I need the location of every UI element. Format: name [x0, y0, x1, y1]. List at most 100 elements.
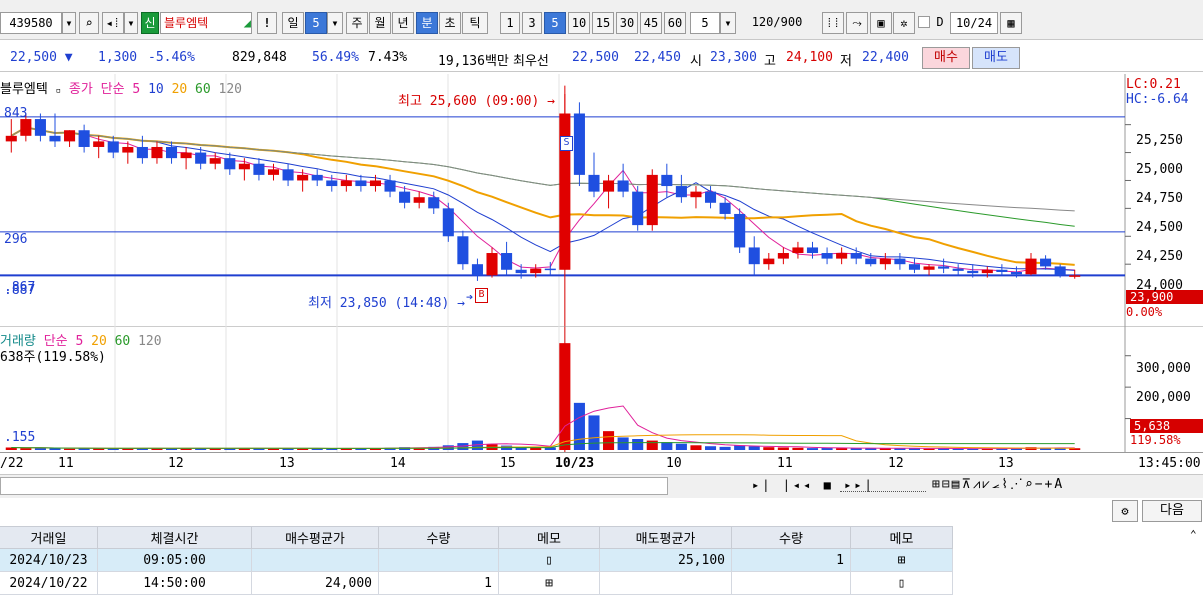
volume-bar — [938, 448, 950, 450]
window-icon[interactable]: ⊟ — [941, 477, 952, 492]
col-exec-time[interactable]: 체결시간 — [97, 526, 252, 549]
line-draw-icon[interactable]: ⤳ — [846, 12, 868, 34]
zoom-icon[interactable]: ⌕ — [1024, 477, 1035, 492]
minute-option-5[interactable]: 5 — [544, 12, 566, 34]
candle — [326, 180, 338, 187]
search-icon[interactable]: ⌕ — [79, 12, 99, 34]
zoom-slider[interactable] — [840, 478, 926, 492]
stock-name-field[interactable]: 블루엠텍 ◢ — [160, 12, 252, 34]
period-tab-tick[interactable]: 틱 — [462, 12, 488, 34]
horizontal-scrollbar[interactable] — [0, 477, 668, 495]
minute-option-30[interactable]: 30 — [616, 12, 638, 34]
speaker-dropdown-button[interactable]: ▾ — [124, 12, 138, 34]
volume-bar — [908, 448, 921, 450]
plus-icon[interactable]: + — [1044, 477, 1055, 492]
speaker-icon[interactable]: ◂⁞ — [102, 12, 124, 34]
day-n-dropdown[interactable]: ▾ — [327, 12, 343, 34]
sell-marker[interactable]: S — [560, 136, 573, 151]
table-row[interactable]: 2024/10/22 14:50:00 24,000 1 ⊞ ▯ — [0, 571, 953, 595]
memo-icon[interactable]: ▯ — [498, 548, 600, 572]
col-sell-qty[interactable]: 수량 — [731, 526, 851, 549]
minute-option-15[interactable]: 15 — [592, 12, 614, 34]
scroll-up-icon[interactable]: ⌃ — [1190, 528, 1197, 541]
vol-ma60-legend: 60 — [114, 334, 131, 349]
col-trade-date[interactable]: 거래일 — [0, 526, 98, 549]
interval-dropdown[interactable]: ▾ — [720, 12, 736, 34]
trend-icon[interactable]: ⩗ — [982, 477, 992, 492]
candle — [486, 253, 498, 276]
gear-icon[interactable]: ⚙ — [1112, 500, 1138, 522]
code-dropdown-button[interactable]: ▾ — [62, 12, 76, 34]
candle — [1010, 272, 1022, 275]
period-tab-day[interactable]: 일 — [282, 12, 304, 34]
col-sell-memo[interactable]: 메모 — [850, 526, 953, 549]
text-tool-icon[interactable]: A — [1054, 477, 1065, 492]
candle-toggle-icon[interactable]: ⁞⁞ — [822, 12, 844, 34]
date-input[interactable]: 10/24 — [950, 12, 998, 34]
count-field[interactable]: 120/900 — [742, 12, 812, 34]
stop-icon[interactable]: ■ — [823, 478, 834, 492]
volume-bar — [763, 447, 775, 450]
table-row[interactable]: 2024/10/23 09:05:00 ▯ 25,100 1 ⊞ — [0, 548, 953, 572]
fan-icon[interactable]: ⋰ — [1009, 477, 1025, 492]
date-checkbox[interactable] — [918, 16, 930, 28]
minute-option-45[interactable]: 45 — [640, 12, 662, 34]
candle — [923, 266, 935, 270]
alert-button[interactable]: ! — [257, 12, 277, 34]
open-price: 23,300 — [710, 50, 757, 65]
rewind-icon[interactable]: |◂◂ — [782, 478, 814, 492]
ma120-line — [11, 126, 1075, 212]
save-icon[interactable]: ▣ — [870, 12, 892, 34]
ma60-legend: 60 — [195, 82, 211, 97]
interval-select[interactable]: 5 — [690, 12, 720, 34]
sell-button[interactable]: 매도 — [972, 47, 1020, 69]
memo-icon[interactable]: ▯ — [850, 571, 953, 595]
candle — [530, 268, 542, 274]
buy-button[interactable]: 매수 — [922, 47, 970, 69]
grid-icon[interactable]: ⊞ — [932, 477, 942, 492]
gear-icon[interactable]: ✲ — [893, 12, 915, 34]
fib-icon[interactable]: ⊼ — [961, 477, 973, 492]
pattern-icon[interactable]: ⌇ — [1001, 477, 1010, 492]
stock-code-input[interactable]: 439580 — [0, 12, 62, 34]
candle — [559, 113, 571, 270]
minute-option-60[interactable]: 60 — [664, 12, 686, 34]
candle — [632, 191, 644, 226]
memo-add-icon[interactable]: ⊞ — [850, 548, 953, 572]
candle — [413, 197, 425, 203]
candle — [457, 236, 469, 265]
volume-chart[interactable] — [0, 326, 1203, 452]
calendar-icon[interactable]: ▦ — [1000, 12, 1022, 34]
minute-option-1[interactable]: 1 — [500, 12, 520, 34]
period-tab-week[interactable]: 주 — [346, 12, 368, 34]
minus-icon[interactable]: − — [1034, 477, 1045, 492]
period-tab-month[interactable]: 월 — [369, 12, 391, 34]
period-tab-day-n[interactable]: 5 — [305, 12, 327, 34]
period-tab-minute[interactable]: 분 — [416, 12, 438, 34]
memo-add-icon[interactable]: ⊞ — [498, 571, 600, 595]
high-label: 고 — [764, 54, 776, 69]
col-buy-avg[interactable]: 매수평균가 — [251, 526, 379, 549]
next-button[interactable]: 다음 — [1142, 500, 1202, 522]
period-tab-second[interactable]: 초 — [439, 12, 461, 34]
angle-icon[interactable]: ⦟ — [991, 477, 1002, 492]
col-buy-qty[interactable]: 수량 — [378, 526, 499, 549]
candle — [879, 258, 891, 265]
candle — [151, 146, 163, 159]
step-forward-icon[interactable]: ▸| — [752, 478, 773, 492]
playback-controls[interactable]: ▸| |◂◂ ■ ▸▸| — [752, 478, 875, 492]
minute-option-3[interactable]: 3 — [522, 12, 542, 34]
hatch-icon[interactable]: ▤ — [951, 477, 962, 492]
candle — [78, 130, 90, 147]
period-tab-tick-label: 틱 — [469, 16, 481, 30]
col-buy-memo[interactable]: 메모 — [498, 526, 600, 549]
wave-icon[interactable]: ⩘ — [973, 477, 983, 492]
minute-option-10[interactable]: 10 — [568, 12, 590, 34]
fast-forward-icon[interactable]: ▸▸| — [844, 478, 875, 492]
buy-marker[interactable]: B — [475, 288, 488, 303]
chart-area[interactable]: 블루엠텍 ▫ 종가 단순 5 10 20 60 120 LC:0.21 HC:-… — [0, 74, 1203, 452]
col-sell-avg[interactable]: 매도평균가 — [599, 526, 732, 549]
period-tab-year[interactable]: 년 — [392, 12, 414, 34]
price-chart[interactable] — [0, 74, 1203, 326]
minute-option-15-label: 15 — [595, 16, 611, 30]
